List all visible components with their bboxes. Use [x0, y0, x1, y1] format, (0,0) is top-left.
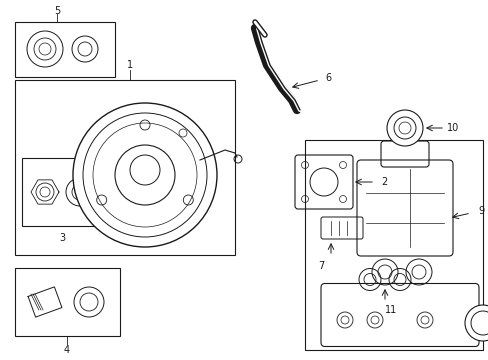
Bar: [15, 268, 120, 336]
Circle shape: [73, 103, 217, 247]
Bar: [305, 140, 482, 350]
Bar: [137, 181, 153, 195]
Text: 4: 4: [64, 345, 70, 355]
Bar: [15, 22, 115, 77]
Text: 9: 9: [477, 206, 483, 216]
Circle shape: [464, 305, 488, 341]
Circle shape: [115, 145, 175, 205]
Text: 5: 5: [54, 6, 60, 16]
Text: 11: 11: [384, 305, 396, 315]
Bar: [22, 158, 102, 226]
Text: 1: 1: [127, 60, 133, 70]
Circle shape: [386, 110, 422, 146]
Text: 2: 2: [380, 177, 386, 187]
Text: 3: 3: [59, 233, 65, 243]
Bar: [15, 80, 235, 255]
Text: 6: 6: [324, 73, 330, 83]
Text: 10: 10: [446, 123, 458, 133]
Text: 7: 7: [317, 261, 324, 271]
